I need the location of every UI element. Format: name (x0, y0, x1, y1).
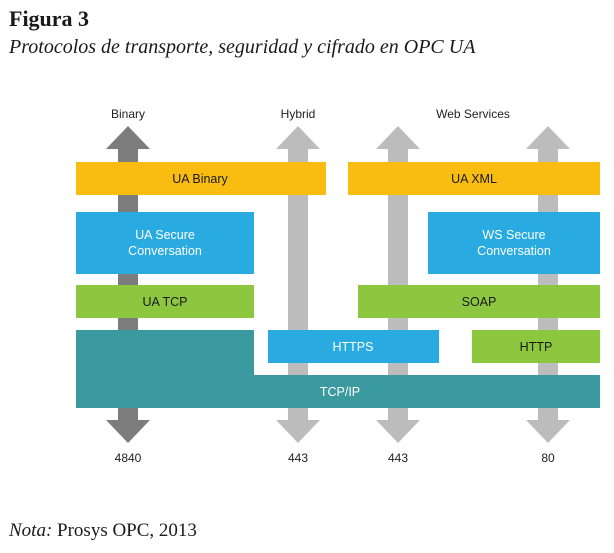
layer-ws-secure-label-2: Conversation (477, 244, 551, 258)
layer-soap-label: SOAP (462, 295, 497, 309)
layer-http (472, 330, 600, 363)
layer-tcpip-label: TCP/IP (320, 385, 360, 399)
layer-https (268, 330, 439, 363)
figure-title: Figura 3 (9, 6, 90, 31)
column-label-binary: Binary (111, 107, 145, 121)
layer-ws-secure-conversation (428, 212, 600, 274)
layer-http-label: HTTP (520, 340, 553, 354)
layer-ua-tcp-label: UA TCP (143, 295, 188, 309)
layer-ua-secure-label-2: Conversation (128, 244, 202, 258)
port-80: 80 (541, 451, 555, 465)
layer-https-label: HTTPS (333, 340, 374, 354)
arrow-web-443 (376, 126, 420, 443)
figure-note: Nota: Prosys OPC, 2013 (9, 520, 197, 542)
layer-soap (358, 285, 600, 318)
figure-subtitle: Protocolos de transporte, seguridad y ci… (9, 36, 476, 58)
layer-ws-secure-label-1: WS Secure (482, 228, 545, 242)
layer-ua-binary (76, 162, 326, 195)
column-label-web-services: Web Services (436, 107, 510, 121)
port-443-web: 443 (388, 451, 408, 465)
layer-ua-binary-label: UA Binary (172, 172, 228, 186)
note-label: Nota: (9, 520, 53, 541)
layer-ua-xml-label: UA XML (451, 172, 497, 186)
layer-ua-xml (348, 162, 600, 195)
layer-ua-tcp (76, 285, 254, 318)
port-4840: 4840 (115, 451, 142, 465)
layer-ua-secure-label-1: UA Secure (135, 228, 195, 242)
column-label-hybrid: Hybrid (281, 107, 316, 121)
arrow-binary (106, 126, 150, 443)
arrow-web-80 (526, 126, 570, 443)
layer-tcpip (76, 330, 600, 408)
arrow-hybrid (276, 126, 320, 443)
port-443-hybrid: 443 (288, 451, 308, 465)
layer-ua-secure-conversation (76, 212, 254, 274)
note-text: Prosys OPC, 2013 (52, 520, 197, 541)
